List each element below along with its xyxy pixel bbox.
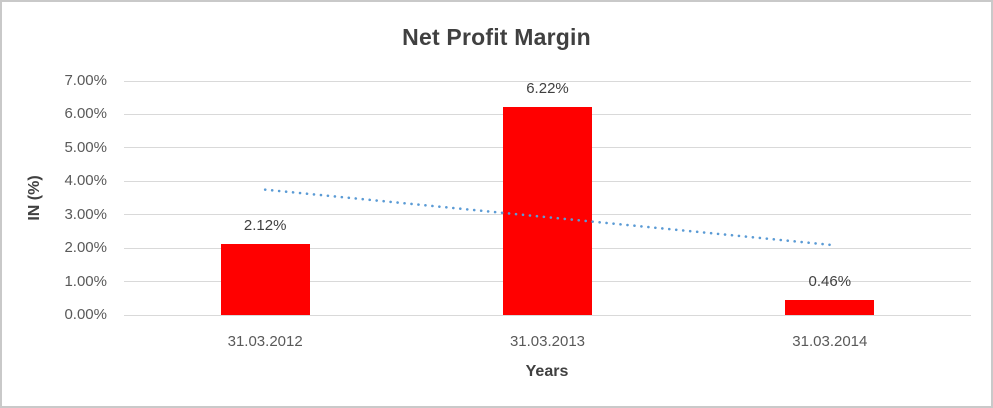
y-tick-label: 3.00% [64,205,107,223]
y-tick-label: 5.00% [64,138,107,156]
y-tick-label: 0.00% [64,306,107,323]
gridline [124,314,971,316]
y-tick-label: 7.00% [64,72,107,89]
x-tick-label: 31.03.2014 [792,333,868,350]
x-axis-title: Years [525,363,569,380]
gridline [124,80,971,82]
y-tick-label: 6.00% [64,105,107,123]
y-tick-label: 2.00% [64,239,107,257]
x-tick-label: 31.03.2013 [509,333,586,350]
y-tick-label: 4.00% [64,172,107,190]
bar-value-label: 6.22% [526,80,569,98]
bar-value-label: 0.46% [808,272,852,290]
bar-31.03.2013 [503,107,592,315]
bar-value-label: 2.12% [243,217,287,235]
y-tick-label: 1.00% [64,272,107,290]
chart-title: Net Profit Margin [402,24,591,50]
x-tick-label: 31.03.2012 [227,333,303,350]
bar-31.03.2014 [785,299,875,315]
bar-31.03.2012 [220,244,310,315]
